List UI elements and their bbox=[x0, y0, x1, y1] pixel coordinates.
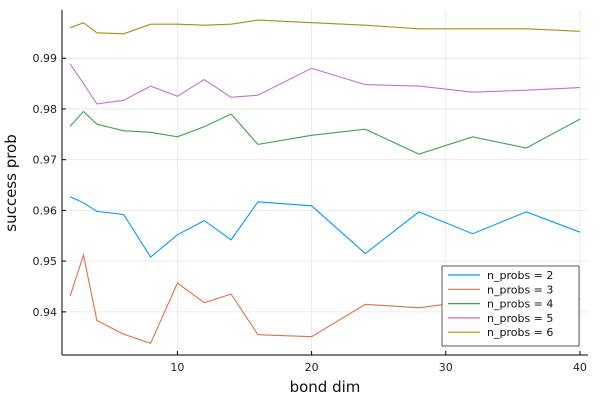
legend-label: n_probs = 2 bbox=[487, 269, 553, 282]
series-line-n-probs-4 bbox=[69, 110, 581, 155]
y-axis-label: success prob bbox=[2, 134, 20, 232]
legend-label: n_probs = 3 bbox=[487, 283, 553, 296]
axes bbox=[61, 10, 588, 356]
y-tick-label: 0.97 bbox=[33, 154, 58, 167]
x-tick-label: 30 bbox=[439, 361, 453, 374]
legend-label: n_probs = 4 bbox=[487, 298, 553, 311]
x-tick-label: 10 bbox=[170, 361, 184, 374]
legend: n_probs = 2n_probs = 3n_probs = 4n_probs… bbox=[441, 265, 580, 347]
series-line-n-probs-5 bbox=[69, 63, 580, 105]
legend-label: n_probs = 6 bbox=[487, 326, 553, 339]
legend-label: n_probs = 5 bbox=[487, 312, 553, 325]
grid bbox=[62, 10, 588, 355]
x-tick-label: 40 bbox=[573, 361, 587, 374]
tick-labels: 10 20 30 40 0.94 0.95 0.96 0.97 0.98 0.99 bbox=[33, 52, 587, 374]
x-tick-label: 20 bbox=[305, 361, 319, 374]
y-tick-label: 0.99 bbox=[33, 52, 58, 65]
y-tick-label: 0.96 bbox=[33, 204, 58, 217]
y-tick-label: 0.95 bbox=[33, 255, 58, 268]
y-tick-label: 0.94 bbox=[33, 306, 58, 319]
series-line-n-probs-6 bbox=[69, 19, 580, 35]
series-line-n-probs-2 bbox=[69, 196, 581, 258]
y-tick-label: 0.98 bbox=[33, 103, 58, 116]
x-axis-label: bond dim bbox=[290, 378, 361, 396]
